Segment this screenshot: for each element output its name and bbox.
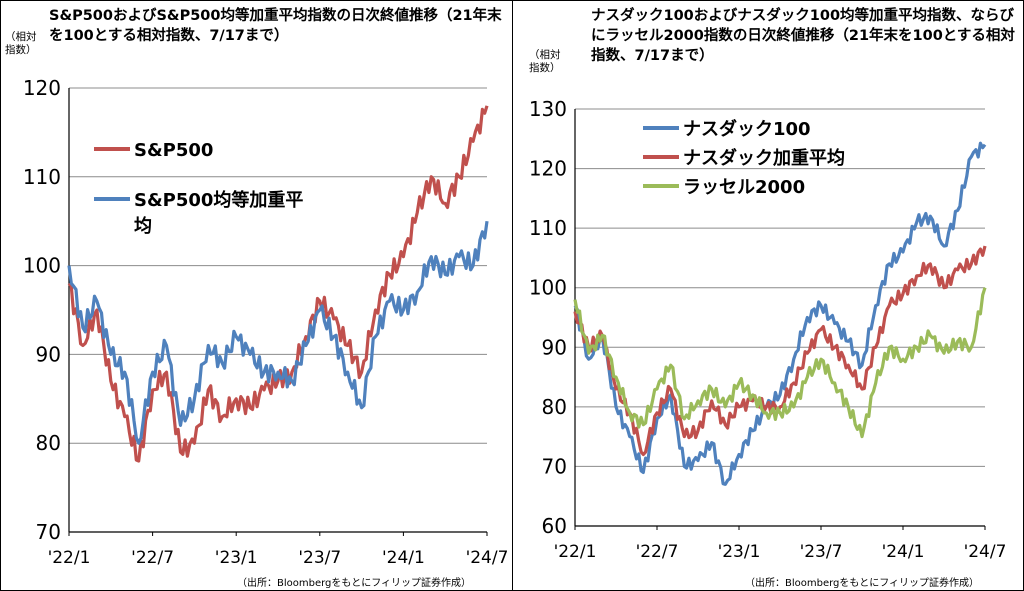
- left-y-tick-label: 70: [36, 520, 61, 544]
- right-x-tick-label: '24/7: [964, 542, 1007, 562]
- right-x-tick-label: '22/7: [636, 542, 679, 562]
- right-y-tick-label: 80: [542, 395, 567, 419]
- right-x-tick-label: '23/1: [718, 542, 761, 562]
- right-x-tick-label: '22/1: [554, 542, 597, 562]
- right-y-tick-label: 100: [529, 276, 567, 300]
- right-legend-label-2: ラッセル2000: [683, 177, 805, 198]
- right-y-tick-label: 110: [529, 216, 567, 240]
- left-series-line-0: [67, 105, 489, 463]
- right-chart-title: ナスダック100およびナスダック100均等加重平均指数、ならびにラッセル2000…: [591, 8, 1015, 64]
- right-source-note: （出所：Bloombergをもとにフィリップ証券作成）: [745, 578, 979, 589]
- right-series-line-0: [573, 141, 987, 486]
- left-chart: 70 80 90 100 110 120 '22/1 '22/7 '23/1 '23/7 '24/1…: [23, 76, 509, 568]
- right-series-line-2: [573, 287, 987, 439]
- right-y-axis-label: （相対指数）: [529, 49, 561, 74]
- left-legend-label-0: S&P500: [134, 140, 213, 161]
- left-y-tick-label: 110: [23, 165, 61, 189]
- left-legend-label-1: S&P500均等加重平均: [134, 189, 303, 237]
- left-y-axis-label: （相対指数）: [5, 31, 37, 56]
- left-y-tick-label: 120: [23, 76, 61, 100]
- left-series-line-1: [67, 220, 489, 445]
- left-x-tick-label: '22/1: [48, 548, 91, 568]
- right-legend-label-0: ナスダック100: [683, 118, 811, 140]
- left-source-note: （出所：Bloombergをもとにフィリップ証券作成）: [237, 578, 471, 589]
- right-x-tick-label: '24/1: [882, 542, 925, 562]
- left-y-tick-label: 90: [36, 342, 61, 366]
- right-y-tick-label: 90: [542, 335, 567, 359]
- left-x-tick-label: '22/7: [131, 548, 174, 568]
- left-x-tick-label: '24/1: [382, 548, 425, 568]
- left-x-tick-label: '23/7: [298, 548, 341, 568]
- right-y-tick-label: 120: [529, 157, 567, 181]
- left-x-tick-label: '23/1: [215, 548, 258, 568]
- left-y-tick-label: 100: [23, 254, 61, 278]
- left-x-tick-label: '24/7: [466, 548, 509, 568]
- right-series-line-1: [573, 245, 987, 457]
- right-y-tick-label: 130: [529, 97, 567, 121]
- right-y-tick-label: 60: [542, 514, 567, 538]
- right-chart: 60 70 80 90 100 110 120 130 '22/1 '22/7 '23/1 '23/7…: [529, 97, 1007, 562]
- chart-divider: [512, 1, 513, 590]
- right-legend-label-1: ナスダック加重平均: [683, 147, 845, 169]
- right-x-tick-label: '23/7: [800, 542, 843, 562]
- left-chart-title: S&P500およびS&P500均等加重平均指数の日次終値推移（21年末を100と…: [49, 8, 502, 44]
- left-y-tick-label: 80: [36, 431, 61, 455]
- right-y-tick-label: 70: [542, 454, 567, 478]
